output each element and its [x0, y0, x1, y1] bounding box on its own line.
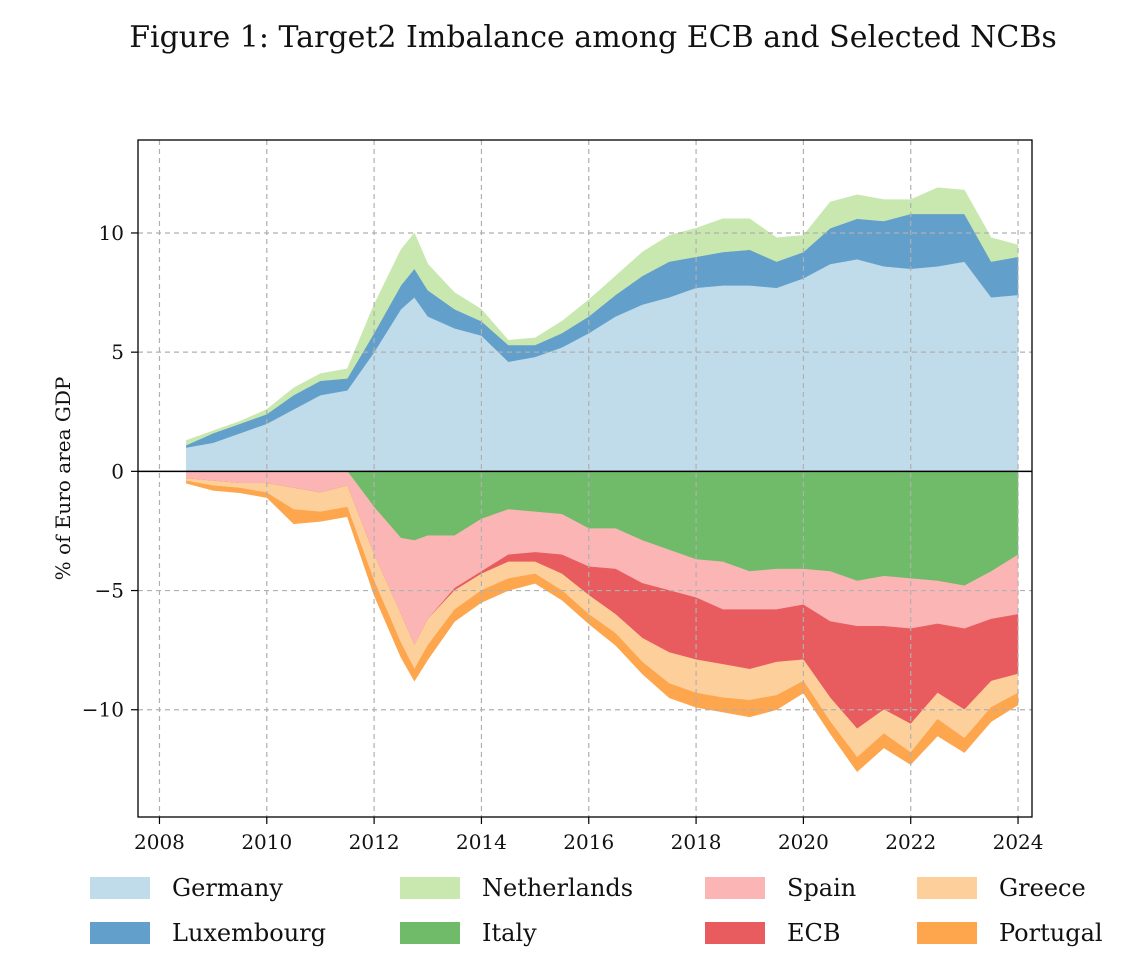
legend-swatch	[400, 922, 460, 944]
legend-swatch	[917, 877, 977, 899]
legend-swatch	[400, 877, 460, 899]
y-tick-label: 10	[99, 221, 124, 245]
y-axis-label: % of Euro area GDP	[51, 377, 75, 581]
legend-item-spain: Spain	[705, 868, 856, 908]
y-tick-label: 0	[111, 459, 124, 483]
legend-label: Spain	[787, 874, 857, 902]
legend-item-germany: Germany	[90, 868, 283, 908]
x-tick-label: 2016	[563, 830, 614, 854]
x-tick-label: 2008	[134, 830, 185, 854]
x-tick-label: 2024	[993, 830, 1044, 854]
y-tick-label: 5	[111, 340, 124, 364]
legend-label: Germany	[172, 874, 283, 902]
chart-title: Figure 1: Target2 Imbalance among ECB an…	[129, 20, 1057, 55]
legend-swatch	[705, 922, 765, 944]
legend-label: Luxembourg	[172, 919, 326, 947]
x-tick-label: 2012	[349, 830, 400, 854]
legend-label: ECB	[787, 919, 841, 947]
y-tick-label: −5	[95, 579, 124, 603]
legend-swatch	[90, 922, 150, 944]
x-tick-label: 2010	[241, 830, 292, 854]
x-tick-label: 2020	[778, 830, 829, 854]
x-tick-label: 2014	[456, 830, 507, 854]
legend-label: Netherlands	[482, 874, 634, 902]
legend: Germany Netherlands Spain Greece Luxembourg I…	[0, 868, 1146, 958]
legend-item-ecb: ECB	[705, 913, 841, 953]
legend-swatch	[917, 922, 977, 944]
legend-label: Portugal	[999, 919, 1103, 947]
area-netherlands	[186, 187, 1019, 446]
legend-label: Italy	[482, 919, 537, 947]
x-tick-label: 2018	[671, 830, 722, 854]
legend-swatch	[90, 877, 150, 899]
legend-item-luxembourg: Luxembourg	[90, 913, 326, 953]
legend-swatch	[705, 877, 765, 899]
legend-label: Greece	[999, 874, 1086, 902]
legend-item-netherlands: Netherlands	[400, 868, 633, 908]
plot-frame	[137, 139, 1033, 818]
x-tick-label: 2022	[885, 830, 936, 854]
legend-item-greece: Greece	[917, 868, 1086, 908]
legend-item-italy: Italy	[400, 913, 537, 953]
y-tick-label: −10	[82, 698, 124, 722]
legend-item-portugal: Portugal	[917, 913, 1103, 953]
